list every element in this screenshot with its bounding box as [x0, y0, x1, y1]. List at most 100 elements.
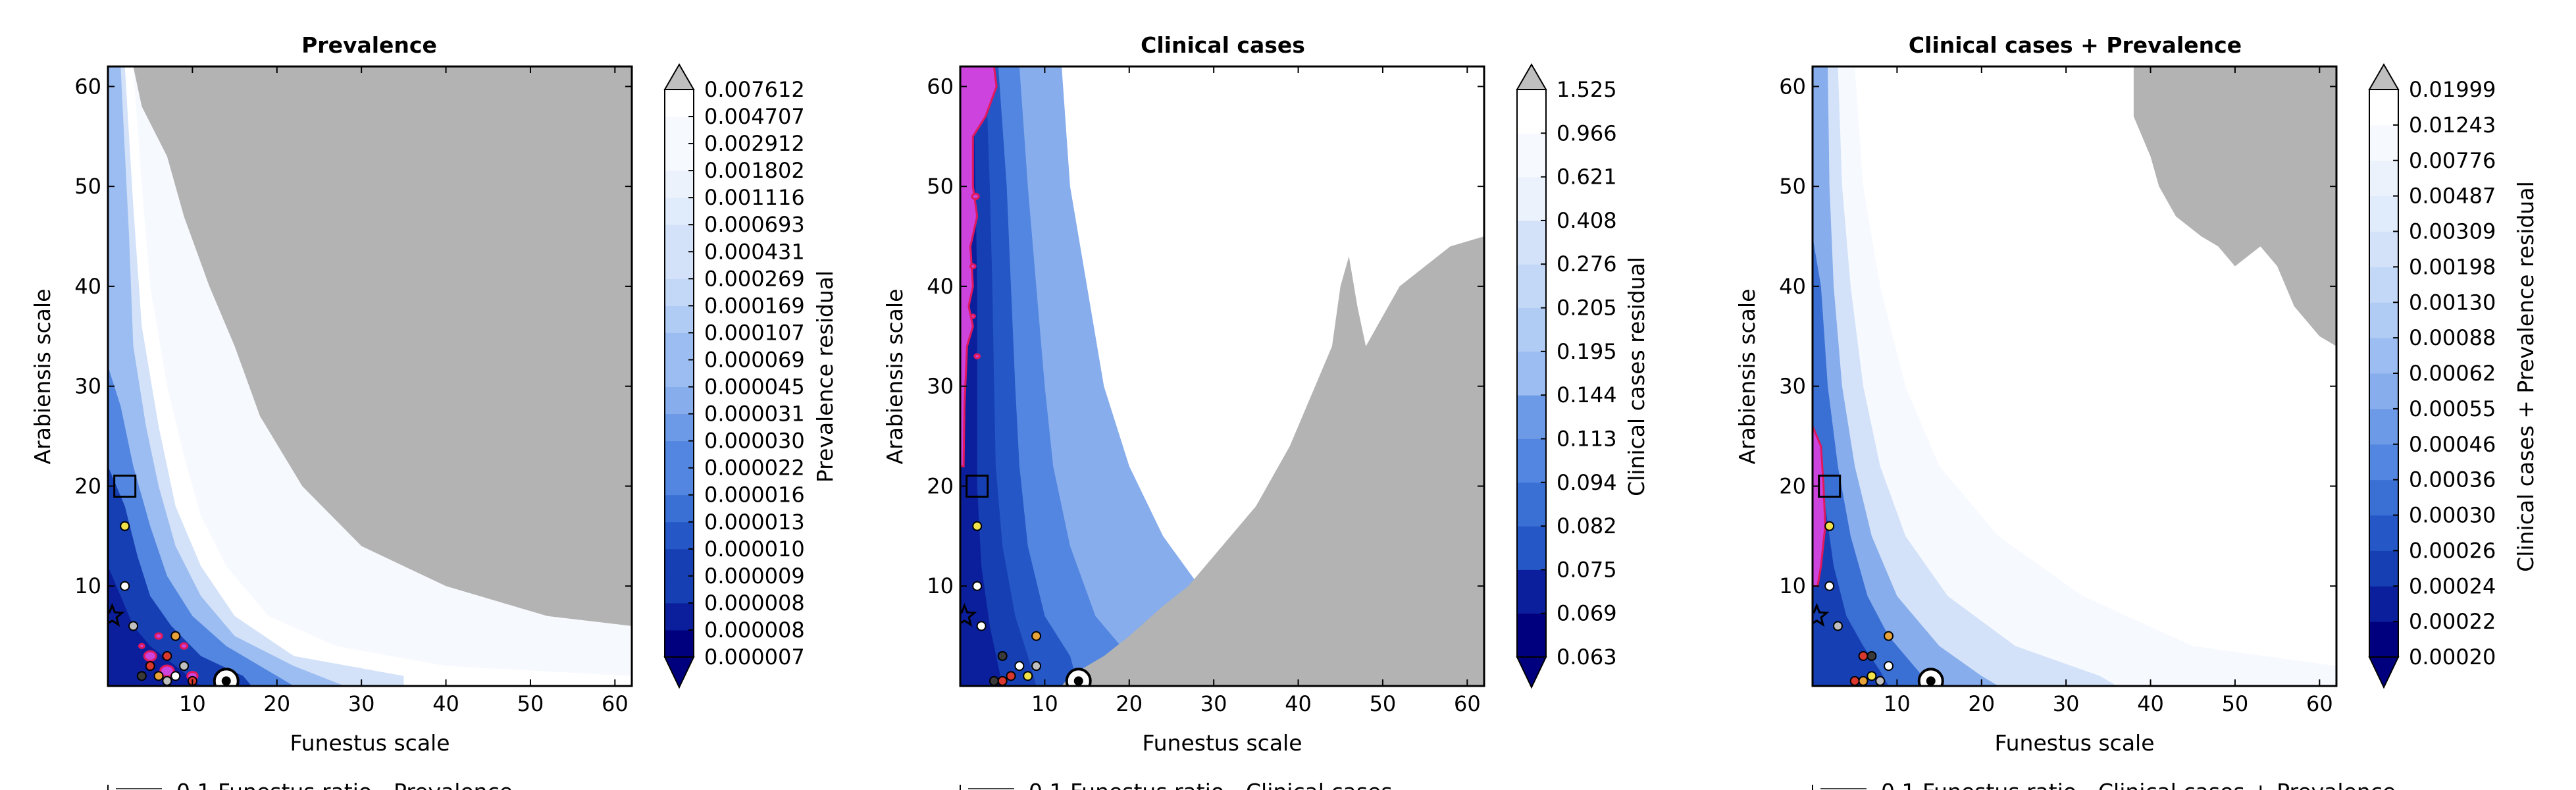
colorbar-tick-label: 0.408: [1557, 208, 1617, 233]
colorbar-segment: [2369, 302, 2398, 338]
x-tick-label: 20: [1968, 691, 1995, 716]
colorbar-segment: [1517, 526, 1546, 570]
colorbar-segment: [665, 413, 694, 442]
star-marker: [108, 602, 125, 627]
x-tick-label: 10: [1884, 691, 1911, 716]
colorbar-segment: [2369, 621, 2398, 658]
site-marker: [972, 581, 983, 591]
y-tick-label: 50: [1779, 174, 1806, 199]
colorbar-tick-label: 0.000008: [704, 591, 805, 616]
colorbar-tick-label: 0.075: [1557, 557, 1617, 582]
x-tick-label: 50: [517, 691, 544, 716]
x-axis-label: Funestus scale: [290, 730, 450, 756]
colorbar-combined: 0.00020 0.00022 0.00024 0.00026 0.00030 0.000…: [2368, 63, 2496, 689]
colorbar-tick-label: 0.063: [1557, 645, 1617, 670]
legend-entry: 0.1 Funestus ratio - Clinical cases: [1029, 779, 1393, 790]
y-tick-label: 30: [927, 374, 954, 399]
contour-band: [108, 66, 404, 686]
site-marker: [976, 621, 987, 631]
site-marker: [989, 675, 999, 686]
colorbar-segment: [1517, 307, 1546, 352]
colorbar-tick-label: 0.144: [1557, 382, 1617, 408]
colorbar-tick-label: 0.069: [1557, 601, 1617, 626]
site-marker: [170, 671, 181, 681]
y-tick-label: 40: [1779, 274, 1806, 299]
site-marker: [145, 661, 155, 672]
x-tick-label: 30: [2053, 691, 2080, 716]
x-axis-label: Funestus scale: [1142, 730, 1302, 756]
colorbar-tick-label: 0.00487: [2409, 184, 2496, 209]
colorbar-segment: [2369, 444, 2398, 481]
site-marker: [170, 631, 181, 641]
colorbar-segment: [1517, 613, 1546, 658]
colorbar-label: Prevalence residual: [812, 271, 838, 483]
colorbar-segment: [665, 494, 694, 523]
y-axis-label: Arabiensis scale: [1734, 289, 1760, 465]
site-marker: [997, 650, 1008, 661]
highlight-spot: [969, 263, 977, 270]
colorbar-segment: [665, 117, 694, 144]
x-tick-label: 50: [1370, 691, 1397, 716]
y-axis-label: Arabiensis scale: [882, 289, 908, 465]
highlight-spot: [143, 650, 157, 662]
colorbar-frame: [1516, 89, 1547, 658]
colorbar-tick-label: 0.002912: [704, 131, 805, 156]
site-marker: [128, 621, 139, 631]
colorbar-segment: [665, 602, 694, 631]
site-marker: [179, 661, 190, 672]
masked-region: [2133, 66, 2336, 346]
contour-plot-prevalence: 10 20 30 40 50 60 10 20 30 40 50 60: [74, 65, 633, 716]
plot-layers: [108, 66, 632, 686]
colorbar-tick-label: 0.966: [1557, 120, 1617, 145]
target-marker-center: [1073, 676, 1083, 686]
colorbar-segment: [665, 548, 694, 577]
highlight-spot: [969, 313, 976, 319]
star-marker: [1813, 602, 1830, 627]
colorbar-tick-label: 0.00198: [2409, 254, 2496, 279]
site-marker: [120, 581, 130, 591]
colorbar-segment: [2369, 124, 2398, 161]
contour-band: [108, 466, 252, 686]
y-tick-label: 10: [74, 573, 101, 598]
site-marker: [1031, 661, 1042, 672]
colorbar-tick-label: 0.00024: [2409, 573, 2496, 598]
y-tick-label: 20: [1779, 473, 1806, 498]
site-marker: [1884, 631, 1894, 641]
highlight-spot: [179, 642, 189, 650]
colorbar-tick-label: 0.00130: [2409, 290, 2496, 315]
colorbar-tick-label: 0.113: [1557, 426, 1617, 451]
colorbar-tick-label: 0.01999: [2409, 77, 2496, 102]
site-marker: [1833, 621, 1843, 631]
contour-band: [108, 566, 201, 686]
colorbar-tick-label: 0.00020: [2409, 645, 2496, 670]
colorbar-tick-label: 0.000069: [704, 347, 805, 372]
y-tick-label: 50: [927, 174, 954, 199]
colorbar-label: Clinical cases + Prevalence residual: [2513, 181, 2538, 571]
colorbar-segment: [2369, 338, 2398, 374]
site-marker: [120, 521, 130, 531]
y-tick-label: 10: [1779, 573, 1806, 598]
x-tick-label: 10: [179, 691, 206, 716]
masked-region: [1062, 236, 1484, 686]
contour-band: [1813, 236, 1931, 686]
colorbar-prevalence: 0.0000070.0000080.0000080.0000090.000010…: [663, 63, 805, 689]
colorbar-segment: [2369, 90, 2398, 126]
contour-band: [108, 66, 345, 686]
colorbar-tick-label: 0.000008: [704, 618, 805, 643]
site-marker: [162, 675, 172, 686]
site-marker: [1858, 650, 1868, 661]
colorbar-tick-label: 0.00046: [2409, 432, 2496, 457]
colorbar-segment: [665, 90, 694, 117]
colorbar-segment: [2369, 160, 2398, 197]
colorbar-tick-label: 0.082: [1557, 514, 1617, 539]
site-marker: [1006, 671, 1016, 681]
y-tick-label: 20: [74, 473, 101, 498]
colorbar-segment: [665, 359, 694, 388]
panel-clinical-cases: Clinical cases 10 20 30 40 50 60102030405060 …: [882, 32, 1649, 790]
colorbar-tick-label: 0.00030: [2409, 503, 2496, 528]
panel-prevalence: Prevalence 10 20 30 40 50 60 10 20 30 40 50 60 Fune…: [30, 32, 838, 790]
target-marker-center: [1926, 676, 1936, 686]
plot-frame: [1811, 65, 2338, 687]
colorbar-label: Clinical cases residual: [1624, 257, 1649, 496]
colorbar-segment: [2369, 373, 2398, 409]
